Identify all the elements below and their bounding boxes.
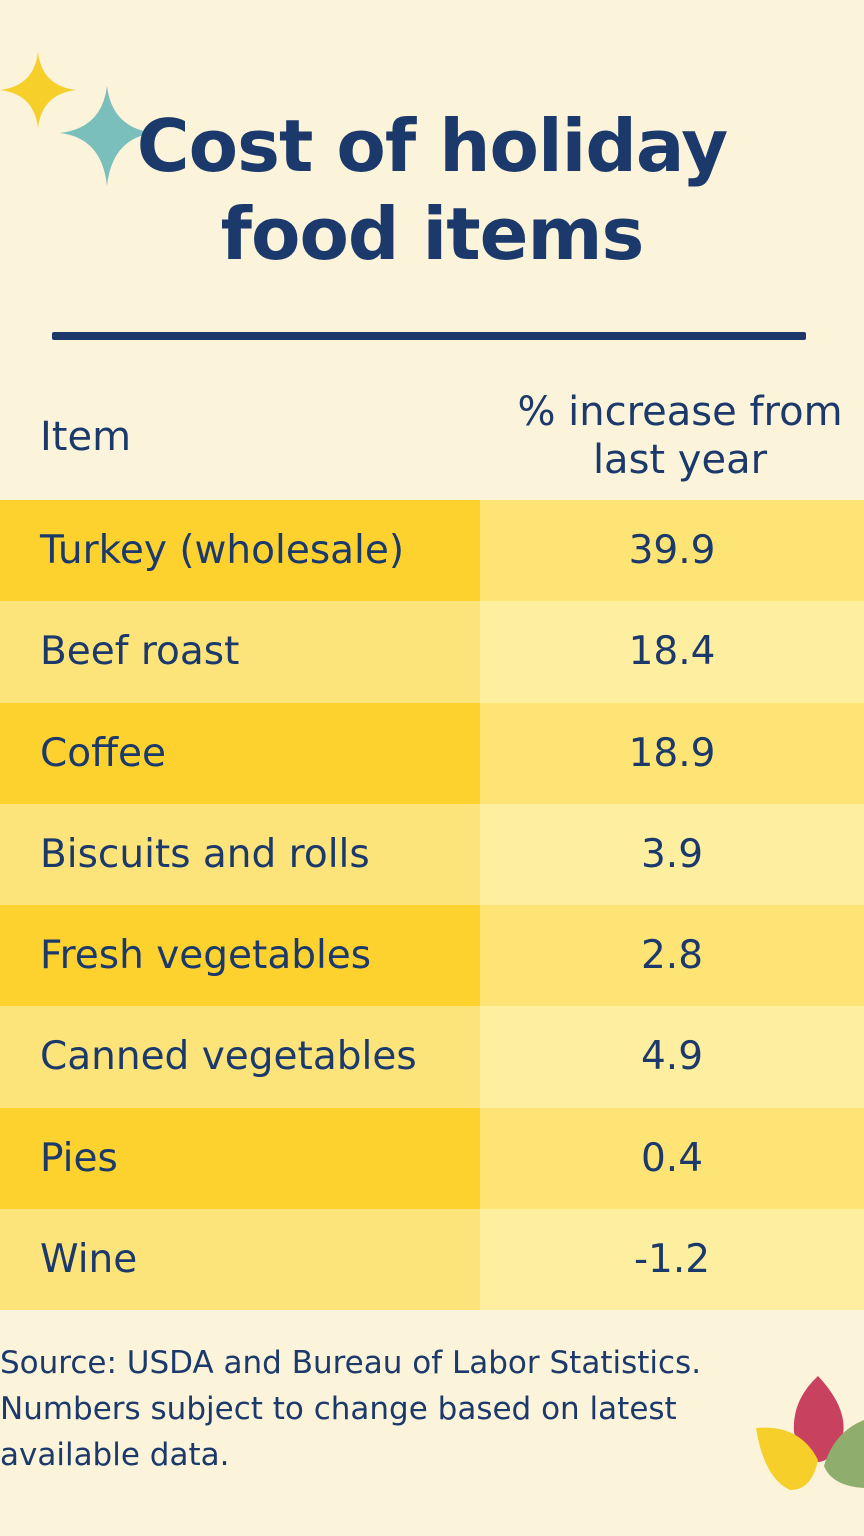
value-cell: 18.9 bbox=[480, 702, 864, 804]
title: Cost of holiday food items bbox=[136, 104, 728, 276]
item-cell: Beef roast bbox=[0, 601, 480, 703]
value-cell: -1.2 bbox=[480, 1208, 864, 1310]
value-cell: 39.9 bbox=[480, 500, 864, 602]
value-cell: 3.9 bbox=[480, 803, 864, 905]
table-row: Fresh vegetables 2.8 bbox=[0, 905, 864, 1007]
leaf-green bbox=[824, 1420, 864, 1488]
table-row: Canned vegetables 4.9 bbox=[0, 1006, 864, 1108]
item-cell: Turkey (wholesale) bbox=[0, 500, 480, 602]
item-cell: Canned vegetables bbox=[0, 1006, 480, 1108]
table-row: Beef roast 18.4 bbox=[0, 601, 864, 703]
value-cell: 4.9 bbox=[480, 1006, 864, 1108]
leaf-red bbox=[793, 1376, 844, 1462]
table-row: Pies 0.4 bbox=[0, 1107, 864, 1209]
column-header: Item bbox=[40, 414, 132, 460]
value-cell: 18.4 bbox=[480, 601, 864, 703]
table-row: Coffee 18.9 bbox=[0, 702, 864, 804]
item-cell: Biscuits and rolls bbox=[0, 803, 480, 905]
leaf-yellow bbox=[756, 1427, 818, 1490]
table-body: Turkey (wholesale) 39.9 Beef roast 18.4 Coff… bbox=[0, 500, 864, 1310]
source-note: Source: USDA and Bureau of Labor Statist… bbox=[0, 1345, 702, 1473]
item-cell: Wine bbox=[0, 1208, 480, 1310]
table-row: Biscuits and rolls 3.9 bbox=[0, 803, 864, 905]
table-row: Wine -1.2 bbox=[0, 1208, 864, 1310]
star-teal bbox=[60, 86, 154, 186]
table-row: Turkey (wholesale) 39.9 bbox=[0, 500, 864, 602]
divider bbox=[52, 332, 806, 340]
item-cell: Pies bbox=[0, 1107, 480, 1209]
item-cell: Fresh vegetables bbox=[0, 905, 480, 1007]
value-cell: 0.4 bbox=[480, 1107, 864, 1209]
value-cell: 2.8 bbox=[480, 905, 864, 1007]
star-yellow bbox=[0, 52, 76, 128]
column-header: % increase from last year bbox=[517, 389, 843, 483]
item-cell: Coffee bbox=[0, 702, 480, 804]
